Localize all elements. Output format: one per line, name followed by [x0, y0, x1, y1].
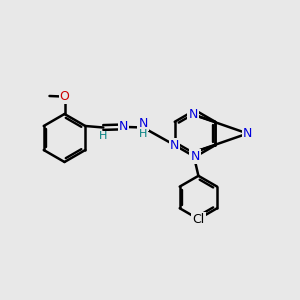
Text: Cl: Cl — [192, 212, 205, 226]
Text: O: O — [60, 90, 69, 103]
Text: N: N — [243, 127, 252, 140]
Text: N: N — [170, 139, 179, 152]
Text: N: N — [188, 108, 198, 121]
Text: H: H — [99, 131, 107, 142]
Text: N: N — [119, 120, 128, 134]
Text: N: N — [190, 150, 200, 164]
Text: N: N — [139, 117, 148, 130]
Text: H: H — [139, 129, 147, 139]
